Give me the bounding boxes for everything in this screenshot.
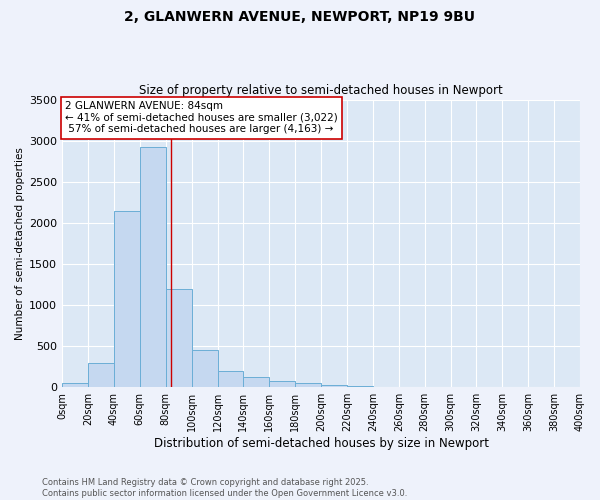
Text: 2, GLANWERN AVENUE, NEWPORT, NP19 9BU: 2, GLANWERN AVENUE, NEWPORT, NP19 9BU (125, 10, 476, 24)
Title: Size of property relative to semi-detached houses in Newport: Size of property relative to semi-detach… (139, 84, 503, 97)
Text: Contains HM Land Registry data © Crown copyright and database right 2025.
Contai: Contains HM Land Registry data © Crown c… (42, 478, 407, 498)
Bar (62, 383, 88, 387)
Bar (218, 371, 244, 387)
Bar (321, 384, 347, 387)
Bar (269, 381, 295, 387)
Bar (191, 350, 218, 387)
Bar (295, 382, 321, 387)
Y-axis label: Number of semi-detached properties: Number of semi-detached properties (15, 147, 25, 340)
Bar (166, 288, 191, 387)
Text: 2 GLANWERN AVENUE: 84sqm
← 41% of semi-detached houses are smaller (3,022)
 57% : 2 GLANWERN AVENUE: 84sqm ← 41% of semi-d… (65, 101, 337, 134)
Bar (140, 147, 166, 387)
X-axis label: Distribution of semi-detached houses by size in Newport: Distribution of semi-detached houses by … (154, 437, 488, 450)
Bar (88, 364, 114, 387)
Bar (244, 376, 269, 387)
Bar (347, 386, 373, 387)
Bar (114, 210, 140, 387)
